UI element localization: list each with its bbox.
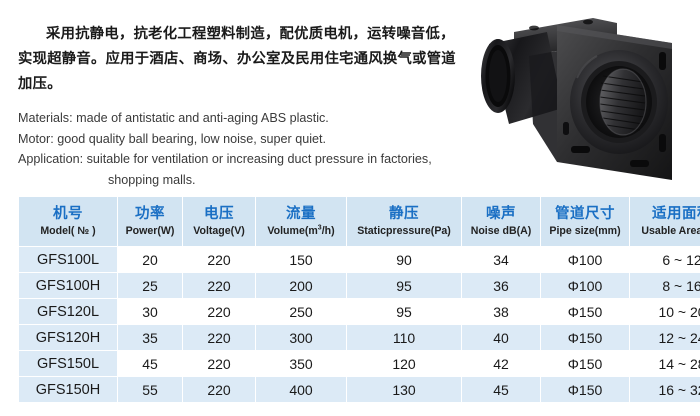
cell-noise: 40 <box>462 325 540 350</box>
cell-pipe-size: Φ150 <box>541 299 629 324</box>
cell-static-pressure: 95 <box>347 299 461 324</box>
cell-usable-area: 12 ~ 24 <box>630 325 700 350</box>
cell-pipe-size: Φ150 <box>541 377 629 402</box>
table-body: GFS100L 20 220 150 90 34 Φ100 6 ~ 12 GFS… <box>19 247 700 402</box>
table-row: GFS120L 30 220 250 95 38 Φ150 10 ~ 20 <box>19 299 700 324</box>
column-header-usable-area-cn: 适用面积 <box>652 205 700 222</box>
cell-voltage: 220 <box>183 273 255 298</box>
column-header-model: 机号 Model( № ) <box>19 197 117 246</box>
cell-noise: 38 <box>462 299 540 324</box>
cell-model: GFS150L <box>19 351 117 376</box>
cell-volume: 200 <box>256 273 346 298</box>
column-header-pipe-size-en: Pipe size(mm) <box>549 224 621 237</box>
column-header-voltage-cn: 电压 <box>204 205 234 222</box>
column-header-power-en: Power(W) <box>125 224 175 237</box>
specifications-table: 机号 Model( № ) 功率 Power(W) 电压 Voltage(V) … <box>18 196 700 403</box>
cell-model: GFS150H <box>19 377 117 402</box>
cell-model: GFS120L <box>19 299 117 324</box>
chinese-description-paragraph: 采用抗静电，抗老化工程塑料制造，配优质电机，运转噪音低，实现超静音。应用于酒店、… <box>18 26 456 92</box>
cell-static-pressure: 130 <box>347 377 461 402</box>
column-header-noise-en: Noise dB(A) <box>470 224 532 237</box>
specifications-table-container: 机号 Model( № ) 功率 Power(W) 电压 Voltage(V) … <box>18 196 700 403</box>
cell-usable-area: 6 ~ 12 <box>630 247 700 272</box>
cell-usable-area: 10 ~ 20 <box>630 299 700 324</box>
table-header-row: 机号 Model( № ) 功率 Power(W) 电压 Voltage(V) … <box>19 197 700 246</box>
cell-noise: 36 <box>462 273 540 298</box>
column-header-model-cn: 机号 <box>53 205 83 222</box>
english-line-application: Application: suitable for ventilation or… <box>18 152 432 166</box>
column-header-pipe-size: 管道尺寸 Pipe size(mm) <box>541 197 629 246</box>
cell-noise: 42 <box>462 351 540 376</box>
english-line-application-continued: shopping malls. <box>108 172 196 187</box>
cell-power: 25 <box>118 273 182 298</box>
column-header-voltage: 电压 Voltage(V) <box>183 197 255 246</box>
cell-usable-area: 8 ~ 16 <box>630 273 700 298</box>
cell-model: GFS100L <box>19 247 117 272</box>
cell-power: 55 <box>118 377 182 402</box>
fan-side-panel <box>529 51 557 162</box>
cell-noise: 45 <box>462 377 540 402</box>
product-photo-duct-fan <box>481 18 672 180</box>
column-header-static-pressure-en: Staticpressure(Pa) <box>357 224 451 237</box>
cell-usable-area: 14 ~ 28 <box>630 351 700 376</box>
description-block: 采用抗静电，抗老化工程塑料制造，配优质电机，运转噪音低，实现超静音。应用于酒店、… <box>0 0 470 190</box>
cell-pipe-size: Φ100 <box>541 247 629 272</box>
column-header-power: 功率 Power(W) <box>118 197 182 246</box>
cell-power: 35 <box>118 325 182 350</box>
column-header-volume-en: Volume(m3/h) <box>267 223 335 237</box>
cell-voltage: 220 <box>183 377 255 402</box>
cell-static-pressure: 120 <box>347 351 461 376</box>
cell-static-pressure: 90 <box>347 247 461 272</box>
column-header-static-pressure: 静压 Staticpressure(Pa) <box>347 197 461 246</box>
cell-volume: 150 <box>256 247 346 272</box>
column-header-voltage-en: Voltage(V) <box>193 224 245 237</box>
english-line-materials: Materials: made of antistatic and anti-a… <box>18 111 329 125</box>
cell-model: GFS120H <box>19 325 117 350</box>
column-header-volume: 流量 Volume(m3/h) <box>256 197 346 246</box>
cell-volume: 250 <box>256 299 346 324</box>
cell-pipe-size: Φ150 <box>541 351 629 376</box>
cell-power: 45 <box>118 351 182 376</box>
cell-voltage: 220 <box>183 351 255 376</box>
cell-noise: 34 <box>462 247 540 272</box>
product-description-section: 采用抗静电，抗老化工程塑料制造，配优质电机，运转噪音低，实现超静音。应用于酒店、… <box>0 0 700 192</box>
column-header-pipe-size-cn: 管道尺寸 <box>555 205 615 222</box>
column-header-power-cn: 功率 <box>135 205 165 222</box>
cell-volume: 300 <box>256 325 346 350</box>
cell-voltage: 220 <box>183 247 255 272</box>
cell-usable-area: 16 ~ 32 <box>630 377 700 402</box>
cell-volume: 400 <box>256 377 346 402</box>
column-header-usable-area-en: Usable Area(m2) <box>641 224 700 237</box>
cell-voltage: 220 <box>183 325 255 350</box>
english-description-lines: Materials: made of antistatic and anti-a… <box>18 108 470 190</box>
english-line-motor: Motor: good quality ball bearing, low no… <box>18 131 327 146</box>
table-row: GFS100L 20 220 150 90 34 Φ100 6 ~ 12 <box>19 247 700 272</box>
cell-static-pressure: 95 <box>347 273 461 298</box>
cell-voltage: 220 <box>183 299 255 324</box>
table-row: GFS120H 35 220 300 110 40 Φ150 12 ~ 24 <box>19 325 700 350</box>
column-header-usable-area: 适用面积 Usable Area(m2) <box>630 197 700 246</box>
column-header-static-pressure-cn: 静压 <box>389 205 419 222</box>
column-header-volume-cn: 流量 <box>286 205 316 222</box>
fan-inlet-bell <box>570 50 668 154</box>
cell-volume: 350 <box>256 351 346 376</box>
column-header-noise: 噪声 Noise dB(A) <box>462 197 540 246</box>
table-row: GFS150H 55 220 400 130 45 Φ150 16 ~ 32 <box>19 377 700 402</box>
cell-power: 30 <box>118 299 182 324</box>
fan-impeller <box>599 68 647 136</box>
column-header-noise-cn: 噪声 <box>486 205 516 222</box>
table-row: GFS150L 45 220 350 120 42 Φ150 14 ~ 28 <box>19 351 700 376</box>
cell-pipe-size: Φ150 <box>541 325 629 350</box>
cell-static-pressure: 110 <box>347 325 461 350</box>
column-header-model-en: Model( № ) <box>40 224 96 237</box>
table-row: GFS100H 25 220 200 95 36 Φ100 8 ~ 16 <box>19 273 700 298</box>
cell-pipe-size: Φ100 <box>541 273 629 298</box>
cell-model: GFS100H <box>19 273 117 298</box>
cell-power: 20 <box>118 247 182 272</box>
